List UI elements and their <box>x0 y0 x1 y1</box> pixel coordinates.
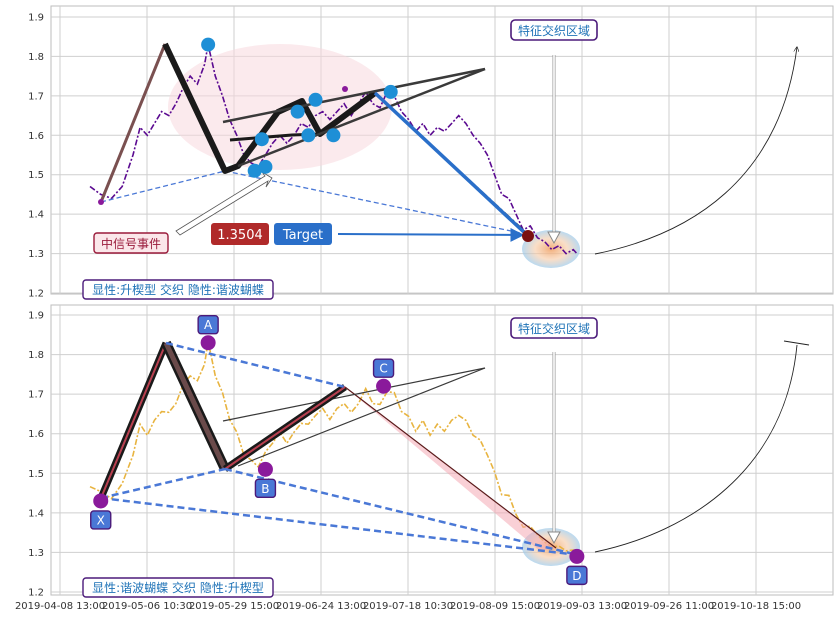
signal-event-box <box>93 232 169 254</box>
y-tick-label: 1.4 <box>28 210 44 221</box>
top-pattern-caption: 显性:升楔型 交织 隐性:谐波蝴蝶 <box>92 282 264 297</box>
top-pattern-points <box>201 37 398 178</box>
signal-event-label: 中信号事件 <box>101 236 161 251</box>
leg-x-to-high <box>99 43 167 203</box>
pattern-point <box>290 104 305 119</box>
bottom-pattern-caption: 显性:谐波蝴蝶 交织 隐性:升楔型 <box>92 580 264 595</box>
bottom-feature-zone-label: 特征交织区域 <box>518 321 590 336</box>
point-b <box>257 461 273 477</box>
bottom-plot-area <box>50 304 834 596</box>
y-tick-label: 1.4 <box>28 508 44 519</box>
leg-cd <box>344 386 557 549</box>
x-tick-label: 2019-07-18 10:30 <box>363 601 453 612</box>
point-a <box>200 335 216 351</box>
top-zone-pointer-head <box>547 231 561 245</box>
pattern-point <box>308 92 323 107</box>
bottom-wedge-upper <box>222 367 486 422</box>
target-box <box>274 223 332 245</box>
x-tick-label: 2019-09-03 13:00 <box>537 601 627 612</box>
top-plot-area <box>50 5 834 295</box>
y-tick-label: 1.9 <box>28 311 44 322</box>
x-tick-label: 2019-08-09 15:00 <box>450 601 540 612</box>
target-value-label: 1.3504 <box>217 228 263 243</box>
pattern-point <box>326 128 341 143</box>
top-feature-zone-label: 特征交织区域 <box>518 23 590 38</box>
top-pattern-caption-box <box>82 279 274 300</box>
top-y-ticks: 1.2 1.3 1.4 1.5 1.6 1.7 1.8 1.9 <box>28 13 44 300</box>
wedge-upper-line <box>222 67 486 124</box>
point-b-badge <box>254 478 277 499</box>
pattern-point <box>201 37 216 52</box>
projection-blue-line <box>373 91 529 237</box>
pattern-point <box>383 84 398 99</box>
y-tick-label: 1.8 <box>28 52 44 63</box>
pattern-point <box>254 132 269 147</box>
point-x-badge <box>90 510 112 530</box>
bottom-curve-cap <box>783 340 810 346</box>
bottom-pattern-caption-box <box>82 577 274 598</box>
point-d <box>569 548 585 564</box>
dashed-base-line-2 <box>224 170 531 236</box>
point-d-badge <box>566 565 588 586</box>
top-peak-point <box>342 86 348 92</box>
point-d-label: D <box>572 569 581 583</box>
y-tick-label: 1.5 <box>28 170 44 181</box>
x-tick-label: 2019-10-18 15:00 <box>711 601 801 612</box>
hollow-arrow-icon <box>175 171 273 236</box>
pattern-point <box>247 163 262 178</box>
point-a-label: A <box>204 318 213 332</box>
pattern-point <box>301 128 316 143</box>
y-tick-label: 1.7 <box>28 91 44 102</box>
dashed-bd <box>224 467 579 557</box>
curve-arrow-icon <box>594 47 797 255</box>
top-feature-zone-box <box>510 19 598 41</box>
target-arrow-icon <box>337 227 525 242</box>
y-tick-label: 1.9 <box>28 13 44 24</box>
y-tick-label: 1.7 <box>28 390 44 401</box>
bottom-wedge-lower <box>237 367 486 467</box>
x-tick-label: 2019-04-08 13:00 <box>15 601 105 612</box>
y-tick-label: 1.2 <box>28 588 44 599</box>
leg-ab-inner <box>163 341 228 471</box>
x-tick-label: 2019-05-06 10:30 <box>102 601 192 612</box>
point-c-label: C <box>379 362 387 376</box>
y-tick-label: 1.3 <box>28 548 44 559</box>
bottom-y-ticks: 1.2 1.3 1.4 1.5 1.6 1.7 1.8 1.9 <box>28 311 44 599</box>
point-c-badge <box>372 358 395 378</box>
y-tick-label: 1.8 <box>28 350 44 361</box>
y-tick-label: 1.6 <box>28 429 44 440</box>
leg-xa-inner <box>100 342 167 499</box>
target-label: Target <box>282 228 323 243</box>
x-tick-label: 2019-06-24 13:00 <box>276 601 366 612</box>
top-x-point <box>98 199 104 205</box>
bottom-curve-arrow-icon <box>594 344 798 553</box>
dashed-ac <box>165 341 346 389</box>
point-x <box>93 493 109 509</box>
dashed-xd <box>100 496 579 557</box>
target-value-box <box>211 223 269 245</box>
bottom-pattern-points: X A B C D <box>90 315 588 586</box>
point-c <box>376 378 392 394</box>
wedge-lower-line <box>237 67 486 168</box>
bottom-zone-pointer-head <box>547 531 561 545</box>
y-tick-label: 1.6 <box>28 131 44 142</box>
point-b-label: B <box>261 482 269 496</box>
dashed-base-line-1 <box>100 170 226 203</box>
top-end-point <box>522 230 534 242</box>
pattern-point <box>258 159 273 174</box>
leg-bc-inner <box>224 386 346 470</box>
y-tick-label: 1.3 <box>28 249 44 260</box>
y-tick-label: 1.5 <box>28 469 44 480</box>
x-tick-label: 2019-09-26 11:00 <box>624 601 714 612</box>
bottom-chart-panel: 1.2 1.3 1.4 1.5 1.6 1.7 1.8 1.9 X A B C D 特征交织区域 显性… <box>28 304 834 599</box>
y-tick-label: 1.2 <box>28 289 44 300</box>
point-x-label: X <box>97 513 105 527</box>
top-chart-panel: 1.2 1.3 1.4 1.5 1.6 1.7 1.8 1.9 特征交织区域 中信号事件 1.… <box>28 5 834 300</box>
bottom-price-line <box>89 340 578 552</box>
x-tick-label: 2019-05-29 15:00 <box>189 601 279 612</box>
point-a-badge <box>197 315 219 335</box>
bottom-feature-zone-box <box>510 317 598 339</box>
